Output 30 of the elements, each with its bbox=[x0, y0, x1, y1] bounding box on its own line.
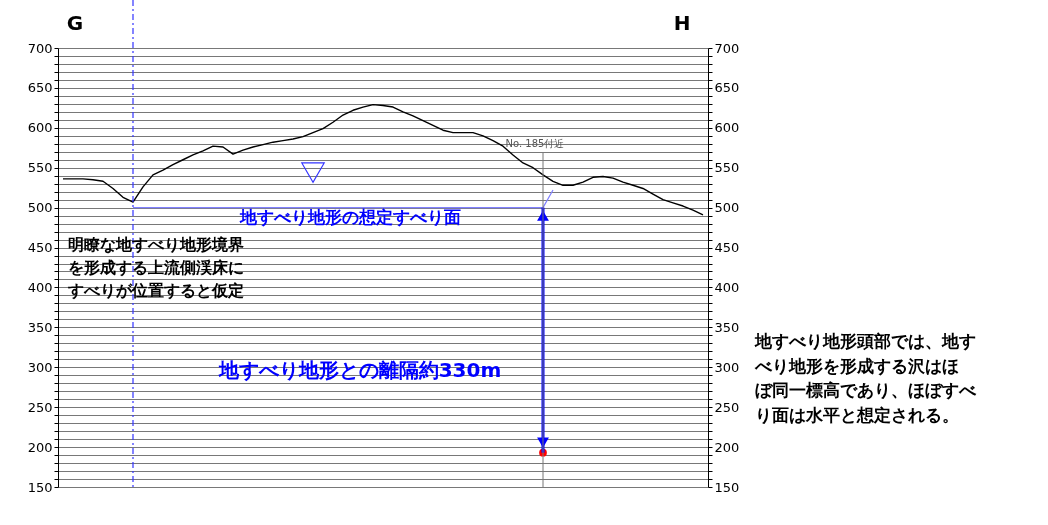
annotation: 地すべり地形の想定すべり面 bbox=[238, 207, 461, 227]
y-tick-label: 300 bbox=[27, 359, 53, 375]
y2-tick-label: 600 bbox=[714, 120, 740, 136]
y2-tick-label: 300 bbox=[714, 359, 740, 375]
y-tick-label: 150 bbox=[27, 479, 53, 495]
y-tick-label: 600 bbox=[27, 120, 53, 136]
y-tick-label: 350 bbox=[27, 319, 53, 335]
y-tick-label: 250 bbox=[27, 399, 53, 415]
y-tick-label: 700 bbox=[27, 40, 53, 56]
y2-tick-label: 550 bbox=[714, 160, 740, 176]
y-tick-label: 550 bbox=[27, 160, 53, 176]
annotation: 明瞭な地すべり地形境界を形成する上流側渓床にすべりが位置すると仮定 bbox=[67, 235, 244, 301]
annotation: 地すべり地形との離隔約330m bbox=[217, 358, 502, 382]
y-tick-label: 400 bbox=[27, 279, 53, 295]
y2-tick-label: 200 bbox=[714, 439, 740, 455]
y-tick-label: 200 bbox=[27, 439, 53, 455]
y2-tick-label: 150 bbox=[714, 479, 740, 495]
y2-tick-label: 650 bbox=[714, 80, 740, 96]
y2-tick-label: 700 bbox=[714, 40, 740, 56]
y2-tick-label: 500 bbox=[714, 200, 740, 216]
y-tick-label: 450 bbox=[27, 240, 53, 256]
y2-tick-label: 400 bbox=[714, 279, 740, 295]
y2-tick-label: 450 bbox=[714, 240, 740, 256]
text: G bbox=[66, 11, 84, 35]
y2-tick-label: 250 bbox=[714, 399, 740, 415]
text: H bbox=[673, 11, 691, 35]
y-tick-label: 500 bbox=[27, 200, 53, 216]
y-tick-label: 650 bbox=[27, 80, 53, 96]
y2-tick-label: 350 bbox=[714, 319, 740, 335]
text: 地すべり地形頭部では、地すべり地形を形成する沢はほぼ同一標高であり、ほぼすべり面は水平と想定される。 bbox=[754, 331, 977, 425]
